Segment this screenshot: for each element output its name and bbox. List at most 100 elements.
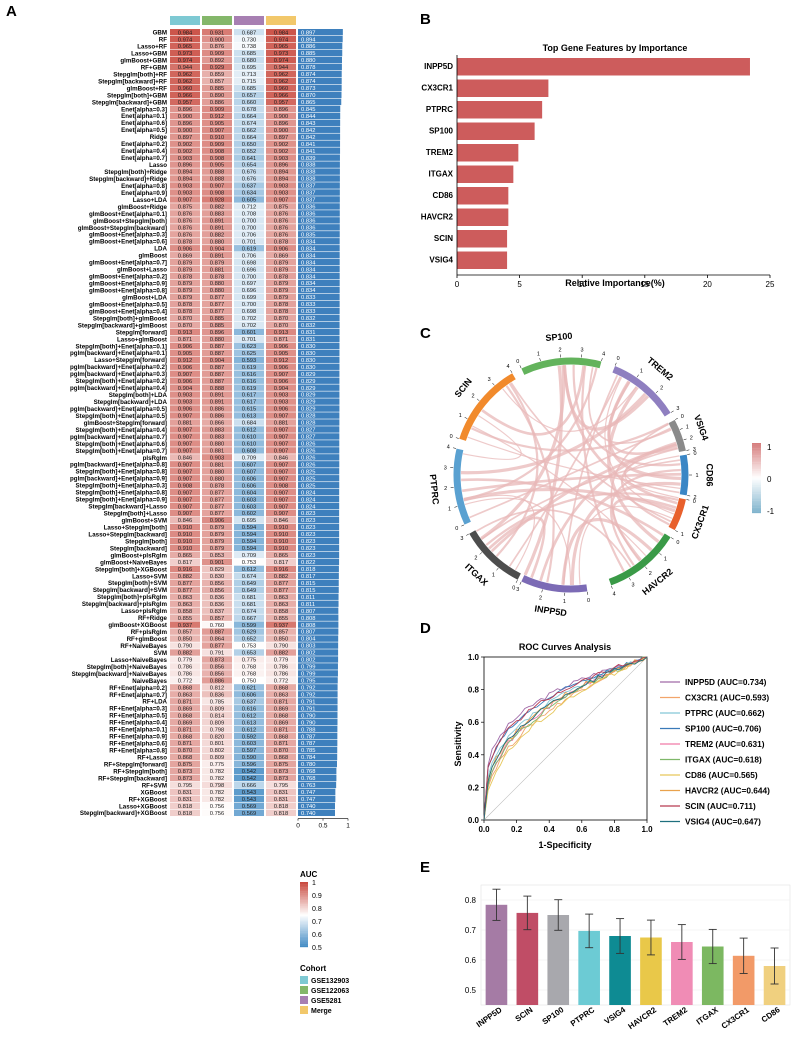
heat-cell: [170, 405, 200, 412]
chord-legend-gradient: [752, 465, 761, 468]
heat-cell-value: 0.818: [274, 804, 289, 810]
heat-cell-value: 0.906: [178, 407, 193, 413]
heat-cell-value: 0.809: [210, 755, 225, 761]
mean-auc-value: 0.740: [301, 811, 316, 817]
heat-cell-value: 0.907: [274, 476, 289, 482]
heat-cell: [202, 119, 232, 126]
mean-auc-bar: [298, 614, 339, 621]
heat-cell: [234, 705, 264, 712]
mean-auc-bar: [298, 168, 340, 175]
heat-cell: [234, 42, 264, 50]
roc-legend-label: TREM2 (AUC=0.631): [685, 739, 765, 749]
heat-cell: [170, 516, 200, 524]
bar-axis-label: 0.5: [318, 823, 327, 830]
heat-cell: [266, 29, 296, 36]
roc-curve: [483, 656, 648, 821]
model-label: RF+GBM: [141, 64, 167, 71]
auc-gradient-slice: [300, 941, 308, 944]
heat-cell-value: 0.907: [178, 497, 193, 503]
heat-cell-value: 0.870: [274, 323, 289, 329]
heat-cell: [170, 105, 200, 113]
mean-auc-bar: [298, 586, 339, 593]
heat-cell: [170, 272, 200, 280]
heat-cell-value: 0.880: [210, 469, 225, 475]
heat-cell-value: 0.903: [210, 455, 225, 461]
heat-cell-value: 0.888: [210, 177, 225, 183]
heat-cell: [234, 405, 264, 412]
mean-auc-bar: [298, 56, 342, 64]
heat-cell-value: 0.697: [242, 281, 257, 287]
auc-bar: [732, 955, 755, 1005]
mean-auc-value: 0.825: [301, 469, 316, 475]
mean-auc-bar: [298, 300, 340, 308]
heat-cell-value: 0.906: [178, 246, 193, 252]
heat-cell-value: 0.785: [210, 699, 225, 705]
chord-sector-tick-label: 0: [450, 434, 453, 440]
heat-cell-value: 0.594: [242, 532, 257, 538]
heat-cell-value: 0.875: [274, 762, 289, 768]
chord-gene-label: PTPRC: [428, 474, 441, 506]
chord-sector-tick-label: 3: [488, 377, 491, 383]
heat-cell: [170, 468, 200, 475]
auc-gradient-slice: [300, 922, 308, 924]
model-label: RF+Enet[alpha=0.7]: [109, 692, 167, 699]
model-label: Lasso+SVM: [132, 573, 167, 580]
heat-cell: [202, 238, 232, 245]
mean-auc-value: 0.838: [301, 163, 316, 169]
auc-gradient-slice: [300, 927, 308, 929]
roc-y-tick-label: 1.0: [468, 653, 480, 662]
heat-cell-value: 0.957: [274, 100, 289, 106]
mean-auc-value: 0.833: [301, 295, 316, 301]
mean-auc-value: 0.830: [301, 351, 316, 357]
heat-cell: [202, 635, 232, 642]
heat-cell: [266, 203, 296, 210]
heat-cell: [202, 628, 232, 635]
mean-auc-bar: [298, 328, 340, 336]
model-label: RF+plsRglm: [131, 629, 168, 636]
heat-cell: [202, 77, 232, 85]
heat-cell-value: 0.882: [178, 574, 193, 580]
heat-cell: [266, 328, 296, 336]
heat-cell-value: 0.902: [274, 149, 289, 155]
model-label: NaiveBayes: [132, 678, 167, 685]
heat-cell-value: 0.896: [274, 121, 289, 127]
auc-bar-category-label: SCIN: [514, 1005, 535, 1023]
mean-auc-bar: [298, 98, 342, 106]
heat-cell-value: 0.569: [242, 804, 257, 810]
heat-cell-value: 0.910: [178, 539, 193, 545]
heat-cell: [234, 509, 264, 517]
chord-sector-tick: [614, 362, 617, 366]
heat-cell: [170, 182, 200, 189]
chord-link: [510, 382, 672, 523]
mean-auc-bar: [298, 119, 341, 126]
auc-legend-tick: 0.6: [312, 932, 322, 939]
auc-gradient-slice: [300, 939, 308, 941]
heat-cell: [266, 551, 296, 559]
heat-cell-value: 0.907: [178, 372, 193, 378]
heat-cell: [234, 447, 264, 454]
heat-cell: [170, 621, 200, 628]
importance-x-tick-label: 25: [766, 280, 775, 289]
chord-sector-tick-label: 4: [506, 364, 509, 370]
chord-gene-label: ITGAX: [463, 562, 490, 588]
heat-cell-value: 0.706: [242, 232, 257, 238]
heat-cell-value: 0.907: [274, 490, 289, 496]
chord-sector-tick: [601, 358, 603, 362]
heat-cell: [266, 802, 296, 810]
heat-cell-value: 0.877: [210, 644, 225, 650]
mean-auc-value: 0.844: [301, 114, 316, 120]
mean-auc-value: 0.799: [301, 665, 316, 671]
mean-auc-value: 0.826: [301, 442, 316, 448]
heat-cell-value: 0.802: [210, 748, 225, 754]
heat-cell-value: 0.850: [178, 637, 193, 643]
mean-auc-value: 0.811: [301, 595, 315, 601]
chord-sector-tick-label: 0: [455, 526, 458, 532]
heat-cell: [234, 732, 264, 740]
mean-auc-bar: [298, 77, 342, 85]
model-label: RF+Enet[alpha=0.4]: [109, 720, 167, 727]
heat-cell-value: 0.869: [274, 720, 289, 726]
heat-cell: [234, 537, 264, 545]
heat-cell-value: 0.905: [274, 351, 289, 357]
heat-cell-value: 0.878: [178, 302, 193, 308]
